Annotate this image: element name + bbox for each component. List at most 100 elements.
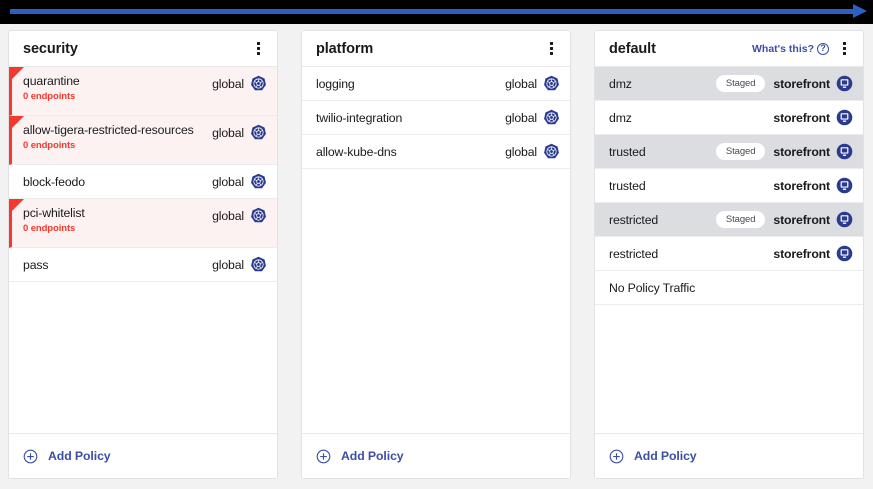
policy-row[interactable]: trusted Staged storefront <box>595 135 863 169</box>
policy-tier-card: platform logging global twilio-integration g… <box>301 30 571 479</box>
policy-scope-label: global <box>212 257 244 272</box>
add-policy-label: Add Policy <box>48 449 111 463</box>
policy-scope-label: storefront <box>773 178 830 193</box>
policy-row-meta: global <box>212 173 267 190</box>
policy-row[interactable]: trusted storefront <box>595 169 863 203</box>
plus-circle-icon <box>316 449 331 463</box>
policy-row-list: quarantine 0 endpoints global allow-tigera-… <box>9 67 277 433</box>
policy-name: No Policy Traffic <box>609 280 696 295</box>
card-header: security <box>9 31 277 67</box>
policy-tier-card: security quarantine 0 endpoints global allow… <box>8 30 278 479</box>
add-policy-label: Add Policy <box>341 449 404 463</box>
kubernetes-icon <box>251 207 266 223</box>
policy-row[interactable]: twilio-integration global <box>302 101 570 135</box>
policy-name: restricted <box>609 246 659 261</box>
policy-scope-label: storefront <box>773 212 830 227</box>
policy-row-meta: storefront <box>773 177 853 194</box>
policy-row-list: logging global twilio-integration global all… <box>302 67 570 433</box>
policy-row-meta: Staged storefront <box>715 143 853 160</box>
policy-row-meta: global <box>212 207 267 224</box>
policy-name: logging <box>316 76 355 91</box>
policy-name: restricted <box>609 212 659 227</box>
add-policy-label: Add Policy <box>634 449 697 463</box>
kubernetes-icon <box>544 109 559 125</box>
policy-tier-card: default What's this?? dmz Staged storefront d… <box>594 30 864 479</box>
policy-row-meta: Staged storefront <box>715 75 853 92</box>
card-title: security <box>23 40 78 57</box>
policy-endpoint-count: 0 endpoints <box>23 91 76 102</box>
policy-row[interactable]: restricted Staged storefront <box>595 203 863 237</box>
policy-scope-label: global <box>505 76 537 91</box>
namespace-icon <box>836 75 853 92</box>
namespace-icon <box>836 143 853 160</box>
policy-row[interactable]: restricted storefront <box>595 237 863 271</box>
policy-name: dmz <box>609 110 632 125</box>
add-policy-button[interactable]: Add Policy <box>9 433 277 478</box>
policy-row[interactable]: block-feodo global <box>9 165 277 199</box>
policy-row-meta: storefront <box>773 109 853 126</box>
policy-scope-label: global <box>212 208 244 223</box>
policy-scope-label: global <box>212 125 244 140</box>
card-title: platform <box>316 40 374 57</box>
kubernetes-icon <box>544 143 559 159</box>
plus-circle-icon <box>23 449 38 463</box>
policy-name: trusted <box>609 144 646 159</box>
policy-row-meta: global <box>505 109 560 126</box>
policy-name: allow-kube-dns <box>316 144 397 159</box>
policy-scope-label: global <box>212 76 244 91</box>
policy-row-main: dmz <box>609 111 773 125</box>
kubernetes-icon <box>251 173 266 189</box>
policy-scope-label: storefront <box>773 76 830 91</box>
policy-scope-label: storefront <box>773 110 830 125</box>
top-flow-bar <box>0 0 873 24</box>
namespace-icon <box>836 211 853 228</box>
kebab-menu-icon[interactable] <box>544 40 558 58</box>
policy-name: dmz <box>609 76 632 91</box>
policy-row-main: trusted <box>609 145 716 159</box>
add-policy-button[interactable]: Add Policy <box>595 433 863 478</box>
kubernetes-icon <box>251 75 266 91</box>
policy-name: pci-whitelist <box>23 206 85 220</box>
policy-row[interactable]: dmz Staged storefront <box>595 67 863 101</box>
policy-row-meta: storefront <box>773 245 853 262</box>
status-badge: Staged <box>715 143 766 160</box>
policy-name: quarantine <box>23 74 80 88</box>
policy-row-main: pci-whitelist 0 endpoints <box>23 206 212 234</box>
policy-row-main: allow-tigera-restricted-resources 0 endpo… <box>23 123 212 151</box>
policy-name: twilio-integration <box>316 110 403 125</box>
policy-name: allow-tigera-restricted-resources <box>23 123 194 137</box>
policy-row-meta: global <box>212 124 267 141</box>
policy-scope-label: global <box>212 174 244 189</box>
policy-row-main: No Policy Traffic <box>609 281 853 295</box>
whats-this-link[interactable]: What's this?? <box>752 42 829 55</box>
policy-row-main: restricted <box>609 213 716 227</box>
policy-row[interactable]: No Policy Traffic <box>595 271 863 305</box>
policy-row[interactable]: pass global <box>9 248 277 282</box>
kebab-menu-icon[interactable] <box>251 40 265 58</box>
policy-row-meta: Staged storefront <box>715 211 853 228</box>
policy-row[interactable]: logging global <box>302 67 570 101</box>
namespace-icon <box>836 109 853 126</box>
policy-row[interactable]: dmz storefront <box>595 101 863 135</box>
help-question-icon[interactable]: ? <box>817 42 829 55</box>
plus-circle-icon <box>609 449 624 463</box>
kebab-menu-icon[interactable] <box>837 40 851 58</box>
add-policy-button[interactable]: Add Policy <box>302 433 570 478</box>
kubernetes-icon <box>251 124 266 140</box>
policy-row-meta: global <box>505 143 560 160</box>
policy-row[interactable]: allow-tigera-restricted-resources 0 endpo… <box>9 116 277 165</box>
policy-row-main: logging <box>316 77 505 91</box>
policy-row-main: trusted <box>609 179 773 193</box>
policy-row[interactable]: allow-kube-dns global <box>302 135 570 169</box>
policy-scope-label: global <box>505 110 537 125</box>
policy-row[interactable]: quarantine 0 endpoints global <box>9 67 277 116</box>
card-header: platform <box>302 31 570 67</box>
policy-board: security quarantine 0 endpoints global allow… <box>0 24 873 489</box>
policy-row-main: restricted <box>609 247 773 261</box>
namespace-icon <box>836 177 853 194</box>
policy-row-meta: global <box>505 75 560 92</box>
kubernetes-icon <box>251 256 266 272</box>
policy-row[interactable]: pci-whitelist 0 endpoints global <box>9 199 277 248</box>
policy-row-list: dmz Staged storefront dmz storefront trusted S… <box>595 67 863 433</box>
card-title: default <box>609 40 656 57</box>
